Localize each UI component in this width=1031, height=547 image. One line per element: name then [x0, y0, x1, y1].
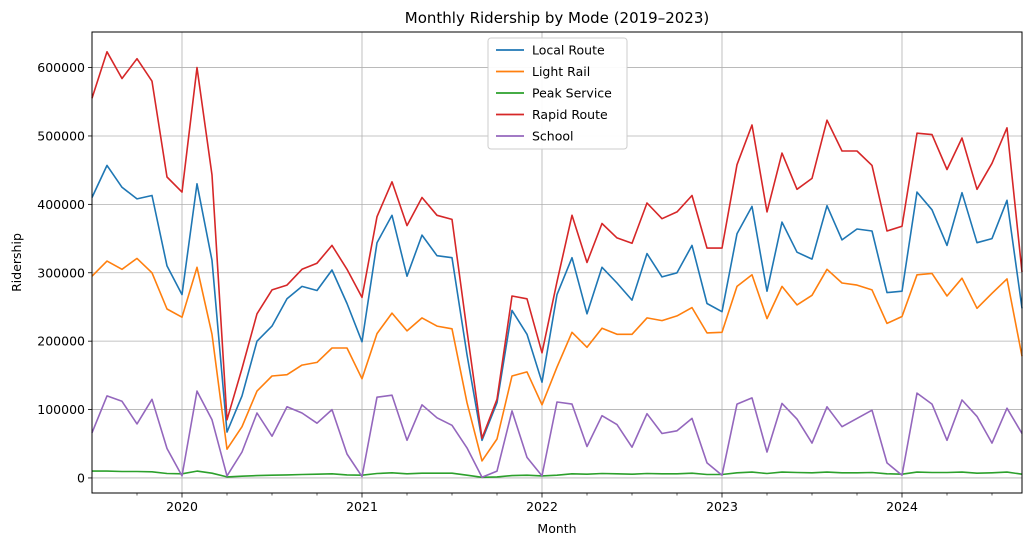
plot-frame — [91, 31, 1023, 494]
legend-label: Rapid Route — [532, 107, 608, 122]
legend-item: Rapid Route — [496, 107, 608, 122]
legend-label: Peak Service — [532, 86, 612, 101]
legend-label: Light Rail — [532, 64, 590, 79]
legend: Local Route Light Rail Peak Service Rapid R… — [487, 37, 628, 150]
x-axis-label: Month — [537, 521, 576, 536]
series-line — [92, 470, 1023, 479]
legend-item: Local Route — [496, 43, 605, 58]
y-tick-label: 0 — [77, 470, 85, 485]
y-tick-label: 400000 — [37, 197, 85, 212]
x-tick-label: 2021 — [346, 499, 378, 514]
series-line — [91, 257, 1023, 462]
legend-box — [487, 37, 628, 150]
x-tick-label: 2022 — [526, 499, 558, 514]
legend-label: School — [532, 129, 574, 144]
y-tick-label: 600000 — [37, 60, 85, 75]
y-tick-label: 500000 — [37, 128, 85, 143]
legend-label: Local Route — [532, 43, 605, 58]
series-light-rail — [91, 257, 1023, 462]
series-rapid-route — [91, 50, 1023, 440]
y-tick-label: 100000 — [37, 402, 85, 417]
series-line — [91, 50, 1023, 440]
series-line — [91, 164, 1023, 442]
grid-lines — [92, 32, 1022, 493]
y-axis-label: Ridership — [9, 233, 24, 292]
y-tick-label: 300000 — [37, 265, 85, 280]
legend-item: School — [496, 129, 574, 144]
series-school — [91, 390, 1023, 479]
series-peak-service — [92, 470, 1023, 479]
x-tick-label: 2024 — [886, 499, 918, 514]
y-tick-label: 200000 — [37, 334, 85, 349]
legend-item: Peak Service — [496, 86, 612, 101]
legend-item: Light Rail — [496, 64, 590, 79]
x-tick-label: 2020 — [166, 499, 198, 514]
chart-title: Monthly Ridership by Mode (2019–2023) — [405, 9, 709, 27]
series-line — [91, 390, 1023, 479]
series-local-route — [91, 164, 1023, 442]
series-lines — [91, 50, 1023, 479]
x-tick-label: 2023 — [706, 499, 738, 514]
axis-ticks: 0 100000 200000 300000 400000 500000 600000 202… — [37, 60, 993, 514]
